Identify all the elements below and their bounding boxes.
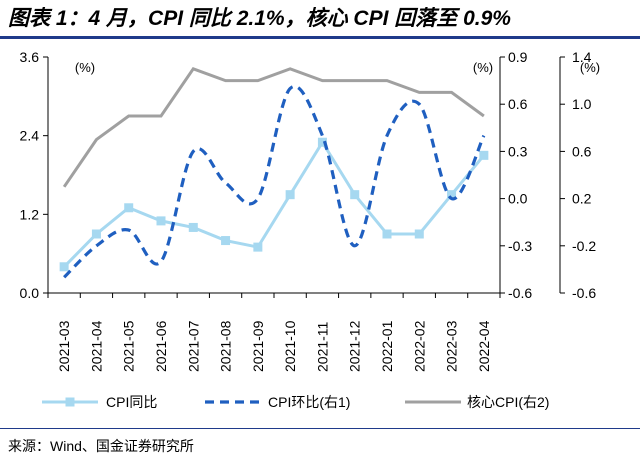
cpi-yoy-point [156,216,166,226]
left-tick-label: 2.4 [20,128,40,144]
right1-tick-label: -0.3 [508,238,532,254]
core-cpi-line [62,66,485,188]
x-tick-label: 2021-10 [282,320,298,372]
cpi-yoy-point [91,229,101,239]
x-tick-label: 2021-07 [185,320,201,372]
cpi-yoy-line [63,139,486,268]
right1-tick-label: 0.9 [508,49,528,65]
right2-tick-label: -0.6 [572,285,596,301]
x-tick-label: 2021-05 [121,320,137,372]
legend-item-core-cpi: 核心CPI(右2) [405,394,549,410]
axes-layer: 0.0 1.2 2.4 3.6 (%) -0.6 -0.3 0.0 0.3 0.6 0.9 (%) -0… [20,49,601,301]
footer-rule [0,428,640,429]
legend-item-cpi-yoy: CPI同比 [42,394,157,410]
cpi-yoy-point [285,190,295,200]
title-rule [0,36,640,39]
chart-title: 图表 1：4 月，CPI 同比 2.1%，核心 CPI 回落至 0.9% [8,7,511,30]
cpi-yoy-point [253,242,263,252]
left-tick-label: 3.6 [20,49,40,65]
source-note: 来源：Wind、国金证券研究所 [8,438,194,454]
legend-label: 核心CPI(右2) [467,394,549,410]
right1-tick-label: -0.6 [508,285,532,301]
left-tick-label: 0.0 [20,285,40,301]
right1-tick-label: 0.6 [508,96,528,112]
left-unit-label: (%) [75,60,95,75]
cpi-mom-line [63,84,486,279]
cpi-yoy-point [124,203,134,213]
legend-item-cpi-mom: CPI环比(右1) [205,394,350,410]
right2-tick-label: 0.2 [572,191,592,207]
series-right2 [62,66,485,188]
x-tick-label: 2021-09 [250,320,266,372]
legend-label: CPI环比(右1) [268,394,350,410]
x-tick-label: 2021-06 [153,320,169,372]
right2-tick-label: 1.4 [572,49,592,65]
legend-marker [65,397,75,407]
right1-unit-label: (%) [473,60,493,75]
series-left [59,137,489,272]
legend-label: CPI同比 [106,394,157,410]
left-tick-label: 1.2 [20,206,40,222]
cpi-yoy-point [188,222,198,232]
right2-unit-label: (%) [580,60,600,75]
right1-tick-label: 0.3 [508,143,528,159]
right2-tick-label: 0.6 [572,143,592,159]
right1-tick-label: 0.0 [508,191,528,207]
series-right1 [63,84,486,279]
x-tick-label: 2021-08 [218,320,234,372]
cpi-yoy-point [447,190,457,200]
x-tick-labels: 2021-03 2021-04 2021-05 2021-06 2021-07 2021-… [56,320,492,372]
x-tick-label: 2021-12 [347,320,363,372]
x-tick-label: 2022-03 [444,320,460,372]
x-tick-label: 2021-04 [88,320,104,372]
legend: CPI同比 CPI环比(右1) 核心CPI(右2) [42,394,549,410]
cpi-yoy-point [221,236,231,246]
right2-tick-label: -0.2 [572,238,596,254]
cpi-yoy-point [414,229,424,239]
cpi-yoy-point [350,190,360,200]
x-tick-label: 2021-11 [314,321,330,372]
cpi-yoy-point [382,229,392,239]
right2-tick-label: 1.0 [572,96,592,112]
cpi-yoy-point [317,137,327,147]
cpi-yoy-point [59,262,69,272]
x-tick-label: 2022-04 [476,320,492,372]
x-tick-label: 2022-01 [379,320,395,372]
x-tick-label: 2022-02 [411,320,427,372]
cpi-yoy-point [479,150,489,160]
x-tick-label: 2021-03 [56,320,72,372]
series-layer [59,66,489,279]
